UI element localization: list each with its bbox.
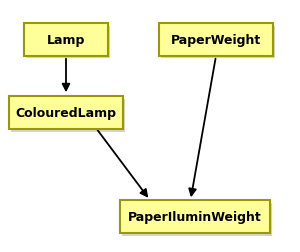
Text: PaperWeight: PaperWeight — [171, 34, 261, 47]
Text: Lamp: Lamp — [47, 34, 85, 47]
FancyBboxPatch shape — [159, 24, 273, 57]
Text: ColouredLamp: ColouredLamp — [16, 107, 116, 120]
Text: PaperIluminWeight: PaperIluminWeight — [128, 210, 262, 223]
FancyBboxPatch shape — [120, 200, 270, 233]
FancyBboxPatch shape — [26, 26, 110, 59]
FancyBboxPatch shape — [9, 97, 123, 130]
FancyBboxPatch shape — [24, 24, 108, 57]
FancyBboxPatch shape — [11, 100, 125, 132]
FancyBboxPatch shape — [161, 26, 275, 59]
FancyBboxPatch shape — [122, 203, 272, 236]
